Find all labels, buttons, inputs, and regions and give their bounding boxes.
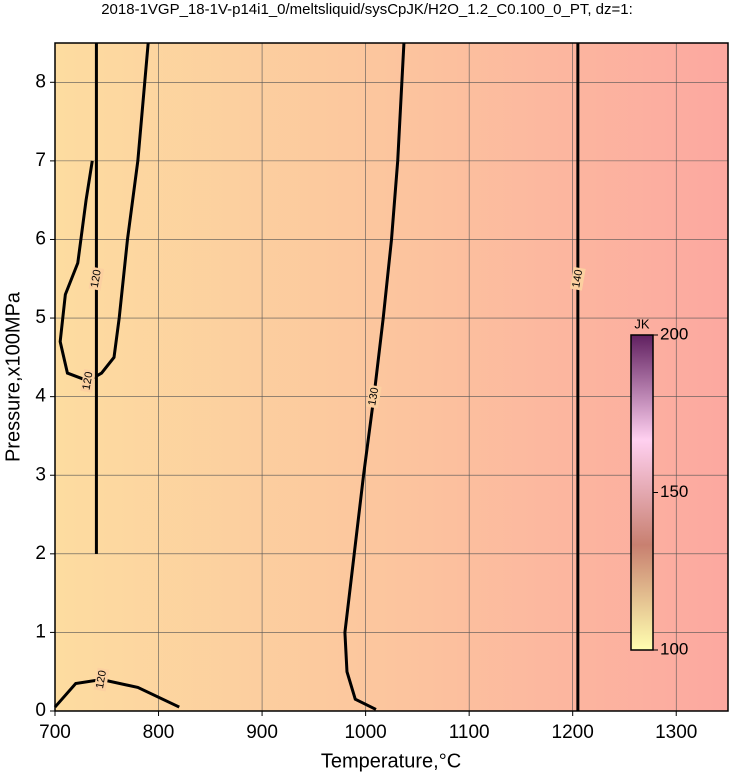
contour-label-text: 120 xyxy=(81,371,96,391)
contour-label-bg xyxy=(93,667,110,692)
chart-title: 2018-1VGP_18-1V-p14i1_0/meltsliquid/sysC… xyxy=(101,1,633,18)
x-tick-label: 800 xyxy=(143,722,175,743)
y-axis-title: Pressure,x100MPa xyxy=(2,291,24,462)
contour-label-text: 120 xyxy=(94,669,109,689)
y-tick-label: 1 xyxy=(35,621,46,642)
colorbar-tick-label: 200 xyxy=(660,324,688,343)
contour-label: 130 xyxy=(366,384,382,409)
x-tick-label: 700 xyxy=(39,722,71,743)
x-axis-title: Temperature,°C xyxy=(321,750,461,772)
contour-label: 120 xyxy=(93,667,110,692)
contour-label: 140 xyxy=(570,266,586,291)
colorbar xyxy=(630,334,654,651)
y-tick-label: 0 xyxy=(35,700,46,721)
x-tick-label: 1000 xyxy=(344,722,386,743)
contour-label-bg xyxy=(366,384,382,409)
colorbar-tick-label: 150 xyxy=(660,482,688,501)
plot-background xyxy=(55,43,728,711)
y-tick-label: 4 xyxy=(35,386,46,407)
contour-label-bg xyxy=(570,266,586,291)
y-tick-label: 5 xyxy=(35,307,46,328)
contour-label-text: 120 xyxy=(89,269,104,289)
y-tick-label: 3 xyxy=(35,464,46,485)
x-tick-label: 1300 xyxy=(655,722,697,743)
contour-line xyxy=(343,42,406,711)
plot-frame xyxy=(54,42,729,712)
contour-label: 120 xyxy=(88,266,105,291)
y-tick-label: 2 xyxy=(35,543,46,564)
contour-label-bg xyxy=(80,369,96,393)
y-tick-label: 7 xyxy=(35,150,46,171)
colorbar-title: JK xyxy=(634,316,650,331)
contour-label-bg xyxy=(88,266,105,291)
contour-label-text: 140 xyxy=(570,269,585,289)
y-tick-label: 8 xyxy=(35,71,46,92)
y-tick-label: 6 xyxy=(35,228,46,249)
colorbar-tick-label: 100 xyxy=(660,639,688,658)
x-tick-label: 1100 xyxy=(449,722,490,743)
contour-label: 120 xyxy=(80,369,96,393)
contour-label-text: 130 xyxy=(366,387,381,407)
x-tick-label: 1200 xyxy=(552,722,594,743)
x-tick-label: 900 xyxy=(246,722,278,743)
